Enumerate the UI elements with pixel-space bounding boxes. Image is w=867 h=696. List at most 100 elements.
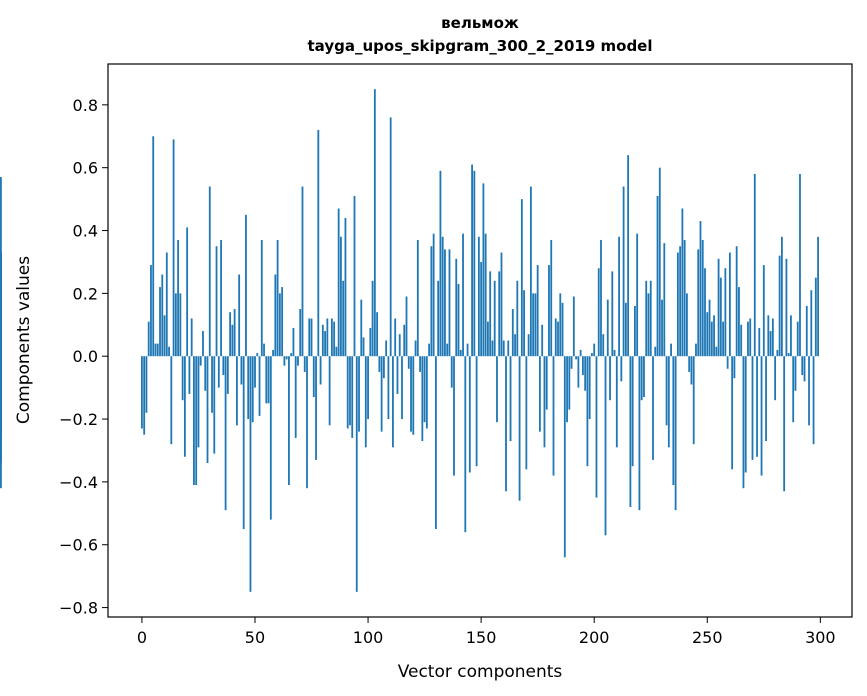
bar (256, 353, 259, 357)
bar (577, 356, 580, 388)
bar (776, 349, 779, 357)
y-tick-label: −0.6 (59, 536, 98, 555)
plot-frame (107, 63, 853, 618)
bar (263, 343, 265, 357)
bar (319, 356, 322, 385)
bar (500, 252, 503, 357)
bar (554, 318, 557, 357)
bar (527, 334, 530, 357)
bar (771, 318, 774, 357)
bar (310, 318, 313, 357)
bar (220, 239, 222, 357)
x-tick-label: 300 (805, 628, 836, 647)
bar (550, 239, 553, 357)
bar (376, 312, 379, 357)
bar (713, 315, 715, 357)
bar (810, 290, 813, 357)
bar (645, 280, 648, 357)
bar (444, 249, 446, 357)
bar (430, 246, 433, 357)
bar (686, 293, 688, 357)
bar (360, 299, 363, 357)
bar (801, 356, 804, 376)
bar (229, 312, 232, 357)
bar (667, 356, 670, 448)
bar (143, 356, 146, 435)
bar (758, 327, 761, 357)
bar (805, 305, 808, 357)
bar (665, 356, 668, 426)
bar (358, 356, 360, 432)
bar (726, 356, 729, 369)
bar (337, 208, 340, 357)
bar (744, 356, 747, 473)
bar (394, 318, 397, 357)
bar (765, 356, 767, 442)
bar (602, 334, 605, 357)
bar (647, 293, 650, 357)
chart-title-line1: вельмож (441, 14, 519, 32)
bar (695, 343, 697, 357)
x-tick-label: 150 (466, 628, 497, 647)
y-tick-label: −0.2 (59, 410, 98, 429)
bar (615, 356, 618, 448)
bar (717, 258, 720, 357)
bar (260, 239, 263, 357)
bar (570, 356, 573, 369)
bar (306, 356, 308, 489)
bar (224, 356, 227, 511)
bar (165, 252, 168, 357)
bar (672, 356, 675, 486)
bar (202, 331, 204, 357)
bar (548, 265, 550, 357)
bar (581, 356, 584, 376)
bar (231, 324, 234, 357)
bar (505, 356, 507, 492)
bar (676, 252, 679, 357)
bar (753, 173, 756, 357)
bar (321, 324, 324, 357)
bar (428, 343, 431, 357)
bar (435, 356, 437, 530)
bar (643, 356, 645, 398)
bar (190, 318, 193, 357)
x-axis-title: Vector components (398, 662, 563, 682)
bar (624, 302, 627, 357)
bar (251, 356, 254, 423)
bar (663, 243, 666, 357)
bar (489, 271, 492, 357)
bar (783, 356, 786, 492)
bar (213, 356, 216, 454)
bar (541, 324, 544, 357)
bar (177, 239, 180, 357)
bar (380, 356, 383, 432)
bar (477, 236, 480, 357)
bar (181, 356, 184, 401)
bar (688, 356, 691, 372)
y-tick-label: −0.4 (59, 473, 98, 492)
bar (330, 318, 333, 357)
bar (294, 356, 297, 438)
bar (559, 293, 562, 357)
bar (281, 287, 284, 357)
bar (588, 356, 591, 420)
bar (722, 321, 725, 357)
bar (389, 117, 392, 357)
bar (708, 299, 711, 357)
bar (315, 356, 317, 460)
bar (493, 280, 496, 357)
bar (509, 356, 512, 442)
bar (446, 343, 449, 357)
bar (584, 356, 587, 391)
x-axis-ticks: 0 50 100 150 200 250 300 (137, 617, 836, 647)
bar (611, 271, 614, 357)
bar (206, 356, 209, 464)
bar (183, 356, 186, 457)
bar (233, 309, 236, 357)
bar (634, 305, 636, 357)
bar (670, 343, 672, 357)
bar-series (0, 89, 819, 592)
bar (543, 356, 546, 448)
bar (699, 221, 702, 357)
